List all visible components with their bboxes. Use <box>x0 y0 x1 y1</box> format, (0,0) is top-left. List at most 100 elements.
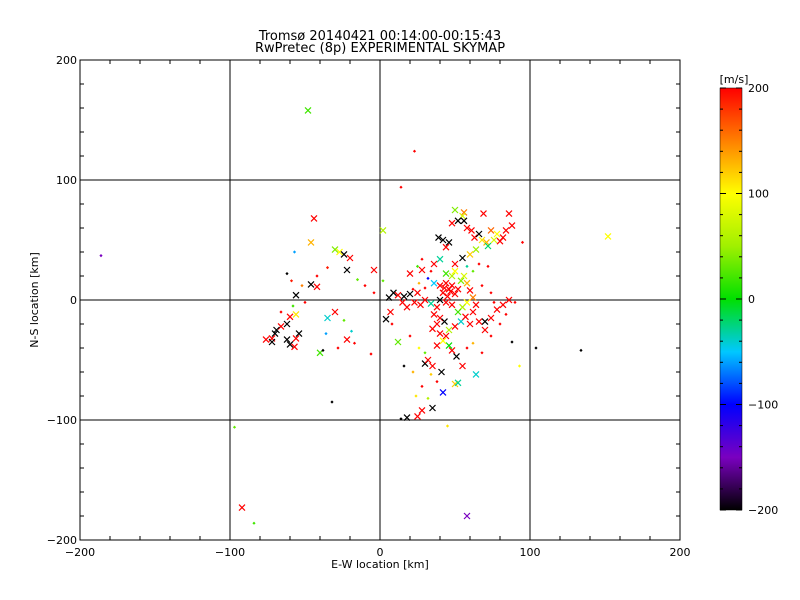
data-point-diamond <box>504 312 508 316</box>
data-point-diamond <box>303 300 307 304</box>
data-point-cross <box>463 512 471 520</box>
x-tick-label: 200 <box>670 546 691 559</box>
data-point-cross <box>475 230 483 238</box>
data-point-cross <box>442 332 450 340</box>
data-point-diamond <box>513 300 517 304</box>
data-point-cross <box>370 266 378 274</box>
data-point-cross <box>451 267 459 275</box>
data-point-cross <box>448 346 456 354</box>
data-point-diamond <box>285 272 289 276</box>
x-axis-label: E-W location [km] <box>331 558 429 571</box>
data-point-cross <box>493 230 501 238</box>
data-point-diamond <box>99 254 103 258</box>
data-point-cross <box>436 296 444 304</box>
data-point-cross <box>417 301 424 309</box>
data-point-diamond <box>330 400 334 404</box>
data-point-diamond <box>471 269 475 273</box>
data-point-diamond <box>423 351 427 355</box>
data-point-cross <box>472 301 480 309</box>
data-point-cross <box>435 234 442 242</box>
data-point-diamond <box>355 278 360 282</box>
y-tick-label: −100 <box>47 414 77 427</box>
data-point-cross <box>414 412 421 420</box>
data-point-cross <box>493 306 501 314</box>
data-point-cross <box>429 404 436 412</box>
x-tick-label: 100 <box>520 546 541 559</box>
data-point-cross <box>462 313 469 321</box>
data-point-diamond <box>232 425 237 429</box>
data-point-diamond <box>252 521 256 525</box>
data-point-diamond <box>336 346 340 350</box>
data-point-diamond <box>486 264 490 268</box>
data-point-cross <box>454 285 462 293</box>
data-point-diamond <box>291 304 295 308</box>
grid-lines <box>80 60 680 540</box>
data-point-cross <box>277 322 285 330</box>
data-point-cross <box>403 414 411 422</box>
data-point-cross <box>436 282 444 290</box>
data-point-cross <box>451 260 459 268</box>
data-point-cross <box>387 308 394 316</box>
data-point-cross <box>292 291 300 299</box>
data-point-diamond <box>417 346 421 350</box>
data-point-cross <box>283 320 291 328</box>
data-point-cross <box>439 388 447 396</box>
axis-tick-labels: −200 −100 0 100 200 −200 −100 0 100 200 <box>47 54 691 559</box>
data-point-cross <box>436 314 444 322</box>
data-point-cross <box>480 210 487 218</box>
data-point-cross <box>291 343 298 351</box>
data-point-diamond <box>300 284 304 288</box>
data-point-cross <box>466 320 474 328</box>
data-point-cross <box>331 246 339 254</box>
data-point-cross <box>307 280 315 288</box>
data-point-cross <box>406 270 414 278</box>
data-point-cross <box>448 219 456 227</box>
data-point-cross <box>400 292 408 300</box>
data-point-cross <box>460 272 468 280</box>
scatter-points <box>99 106 612 525</box>
data-point-cross <box>469 294 477 302</box>
data-point-diamond <box>579 348 583 352</box>
data-point-cross <box>262 336 270 344</box>
data-point-diamond <box>429 269 433 273</box>
data-point-cross <box>444 292 451 300</box>
colorbar-label: [m/s] <box>720 73 749 86</box>
data-point-diamond <box>420 384 424 388</box>
data-point-diamond <box>534 346 538 350</box>
data-point-diamond <box>363 284 367 288</box>
data-point-cross <box>273 326 280 334</box>
colorbar-tick-label: 0 <box>748 293 755 306</box>
data-point-cross <box>469 308 477 316</box>
data-point-cross <box>442 298 450 306</box>
data-point-cross <box>292 310 300 318</box>
data-point-cross <box>478 236 486 244</box>
colorbar-tick-label: −200 <box>748 504 778 517</box>
data-point-cross <box>433 303 441 311</box>
data-point-diamond <box>492 300 496 304</box>
data-point-cross <box>471 234 478 242</box>
data-point-diamond <box>517 364 522 368</box>
data-point-diamond <box>480 351 484 355</box>
data-point-diamond <box>390 322 394 326</box>
data-point-diamond <box>321 348 325 352</box>
data-point-cross <box>343 336 351 344</box>
data-point-diamond <box>489 291 493 295</box>
data-point-cross <box>406 290 414 298</box>
data-point-cross <box>463 279 471 287</box>
data-point-cross <box>466 286 474 294</box>
y-tick-label: 200 <box>56 54 77 67</box>
chart-title: Tromsø 20140421 00:14:00-00:15:43 <box>258 29 501 44</box>
data-point-diamond <box>292 250 297 254</box>
data-point-diamond <box>426 276 430 280</box>
data-point-diamond <box>510 340 514 344</box>
colorbar-tick-label: −100 <box>748 399 778 412</box>
data-point-cross <box>460 208 468 216</box>
data-point-cross <box>271 330 279 338</box>
data-point-cross <box>460 217 468 225</box>
data-point-cross <box>394 338 402 346</box>
data-point-cross <box>382 315 390 323</box>
data-point-cross <box>466 250 474 258</box>
data-point-diamond <box>489 334 493 338</box>
data-point-diamond <box>471 341 475 345</box>
data-point-cross <box>499 301 507 309</box>
